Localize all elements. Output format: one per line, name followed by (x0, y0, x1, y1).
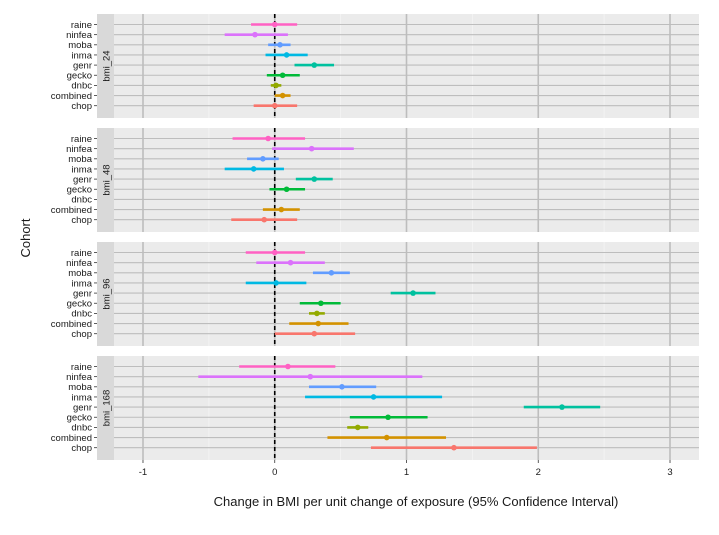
facet-strip-label: bmi_168 (102, 390, 113, 426)
x-tick-label: 1 (404, 467, 409, 478)
facet-strip (97, 356, 114, 460)
point-estimate-bmi_24-moba (277, 42, 283, 48)
y-tick-label: chop (71, 215, 92, 226)
y-tick-label: moba (68, 382, 92, 393)
point-estimate-bmi_96-dnbc (314, 310, 320, 317)
point-estimate-bmi_168-chop (451, 444, 457, 451)
y-tick-label: genr (73, 288, 92, 299)
point-estimate-bmi_96-combined (315, 320, 322, 327)
point-estimate-bmi_24-combined (279, 92, 286, 99)
y-tick-label: raine (71, 248, 92, 259)
y-tick-label: inma (71, 164, 92, 175)
point-estimate-bmi_48-ninfea (308, 145, 315, 152)
y-tick-label: genr (73, 60, 92, 71)
point-estimate-bmi_168-ninfea (307, 373, 314, 380)
facet-strip (97, 242, 114, 346)
point-estimate-bmi_96-chop (311, 330, 318, 337)
y-tick-label: ninfea (66, 30, 93, 41)
facet-strip-label: bmi_48 (102, 164, 113, 195)
x-tick-label: 3 (667, 467, 672, 478)
y-tick-label: combined (51, 319, 92, 330)
point-estimate-bmi_24-chop (271, 102, 278, 109)
y-tick-label: raine (71, 362, 92, 373)
y-tick-label: moba (68, 268, 92, 279)
x-axis-title: Change in BMI per unit change of exposur… (214, 494, 619, 509)
point-estimate-bmi_168-raine (285, 363, 291, 370)
point-estimate-bmi_48-gecko (283, 186, 290, 193)
point-estimate-bmi_168-moba (339, 384, 345, 390)
point-estimate-bmi_96-moba (328, 270, 335, 276)
point-estimate-bmi_96-gecko (318, 300, 324, 307)
y-tick-label: raine (71, 134, 92, 145)
y-tick-label: ninfea (66, 372, 93, 383)
y-tick-label: gecko (67, 71, 92, 82)
y-tick-label: raine (71, 20, 92, 31)
point-estimate-bmi_168-inma (370, 394, 377, 400)
point-estimate-bmi_48-genr (311, 176, 318, 182)
y-tick-label: ninfea (66, 144, 93, 155)
x-tick-label: -1 (139, 467, 147, 478)
panels-layer: raineninfeamobainmagenrgeckodnbccombined… (51, 14, 699, 460)
y-tick-label: combined (51, 205, 92, 216)
x-tick-label: 0 (272, 467, 277, 478)
point-estimate-bmi_24-inma (283, 52, 290, 58)
facet-panel-bmi_48: raineninfeamobainmagenrgeckodnbccombined… (51, 128, 699, 232)
y-tick-label: inma (71, 50, 92, 61)
point-estimate-bmi_48-raine (265, 135, 271, 142)
y-tick-label: moba (68, 40, 92, 51)
y-tick-label: inma (71, 392, 92, 403)
point-estimate-bmi_48-inma (250, 166, 257, 172)
facet-panel-bmi_24: raineninfeamobainmagenrgeckodnbccombined… (51, 14, 699, 118)
facet-strip-label: bmi_96 (102, 278, 113, 309)
point-estimate-bmi_96-raine (271, 249, 278, 256)
point-estimate-bmi_96-genr (410, 290, 416, 296)
point-estimate-bmi_48-combined (278, 206, 285, 213)
y-tick-label: chop (71, 101, 92, 112)
point-estimate-bmi_96-ninfea (287, 259, 294, 266)
point-estimate-bmi_24-raine (271, 21, 278, 28)
facet-panel-bmi_96: raineninfeamobainmagenrgeckodnbccombined… (51, 242, 699, 346)
facet-panel-bmi_168: raineninfeamobainmagenrgeckodnbccombined… (51, 356, 699, 460)
point-estimate-bmi_24-genr (311, 62, 318, 68)
facet-strip (97, 128, 114, 232)
point-estimate-bmi_168-genr (559, 404, 565, 410)
point-estimate-bmi_48-moba (260, 156, 266, 162)
y-tick-label: gecko (67, 299, 92, 310)
point-estimate-bmi_168-gecko (385, 414, 391, 421)
y-tick-label: gecko (67, 413, 92, 424)
y-tick-label: genr (73, 402, 92, 413)
point-estimate-bmi_24-ninfea (252, 31, 258, 38)
point-estimate-bmi_96-inma (273, 280, 279, 286)
facet-strip-label: bmi_24 (102, 50, 113, 81)
point-estimate-bmi_48-chop (261, 216, 268, 223)
point-estimate-bmi_168-combined (383, 434, 390, 441)
y-tick-label: dnbc (71, 309, 92, 320)
y-tick-label: genr (73, 174, 92, 185)
y-tick-label: dnbc (71, 81, 92, 92)
point-estimate-bmi_24-dnbc (273, 82, 279, 89)
point-estimate-bmi_168-dnbc (354, 424, 361, 431)
y-tick-label: gecko (67, 185, 92, 196)
y-axis-title: Cohort (18, 218, 33, 257)
y-tick-label: combined (51, 433, 92, 444)
x-tick-label: 2 (536, 467, 541, 478)
point-estimate-bmi_24-gecko (279, 72, 286, 79)
y-tick-label: inma (71, 278, 92, 289)
y-tick-label: combined (51, 91, 92, 102)
facet-strip (97, 14, 114, 118)
y-tick-label: chop (71, 329, 92, 340)
y-tick-label: dnbc (71, 195, 92, 206)
y-tick-label: ninfea (66, 258, 93, 269)
y-tick-label: moba (68, 154, 92, 165)
x-axis: -1 0 1 2 3 (139, 460, 673, 478)
y-tick-label: dnbc (71, 423, 92, 434)
y-tick-label: chop (71, 443, 92, 454)
